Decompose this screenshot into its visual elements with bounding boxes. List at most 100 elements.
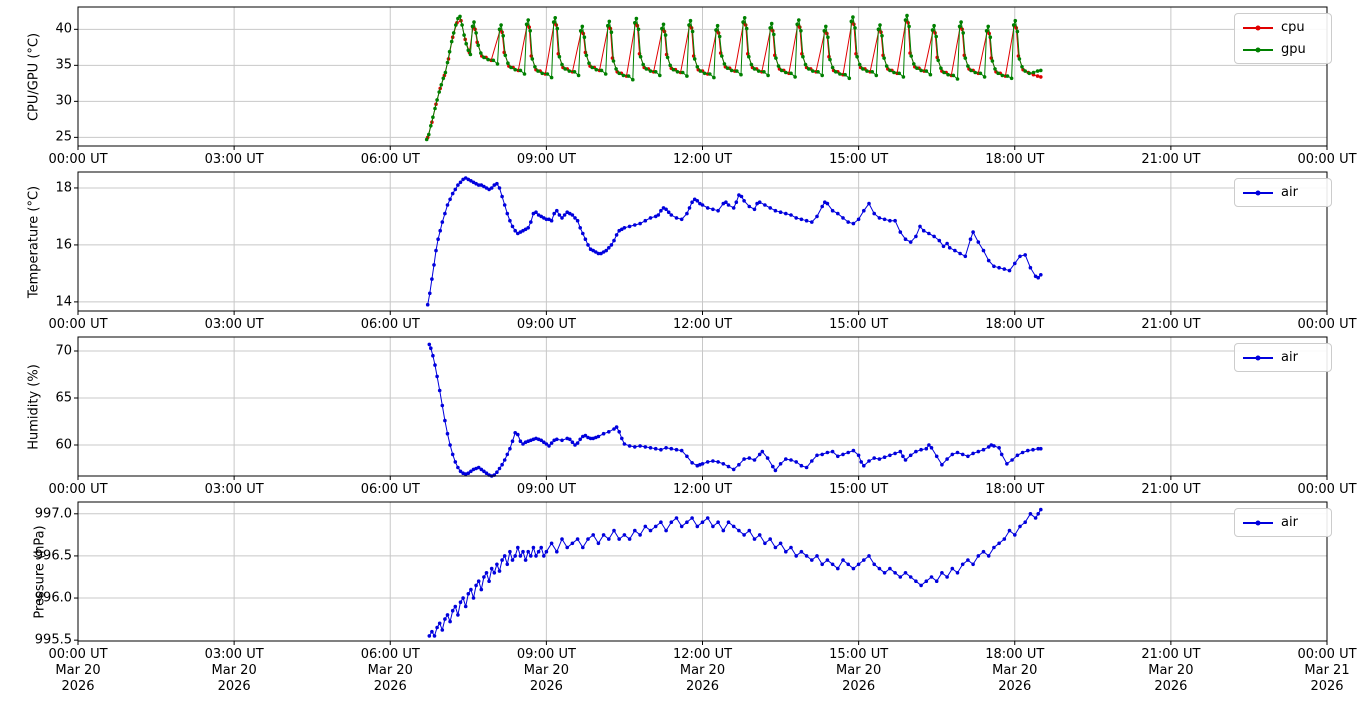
series-gpu-markers <box>424 13 1043 142</box>
data-point <box>903 237 908 241</box>
x-tick-date: Mar 20 <box>211 663 257 678</box>
data-point <box>1028 265 1033 270</box>
legend-label: air <box>1281 185 1298 200</box>
data-point <box>734 200 739 204</box>
data-point <box>565 545 569 550</box>
x-tick-date: Mar 20 <box>523 663 569 678</box>
data-point <box>447 49 452 54</box>
data-point <box>633 21 637 25</box>
data-point <box>773 545 778 550</box>
data-point <box>431 353 435 358</box>
data-point <box>714 28 718 32</box>
data-point <box>695 65 700 69</box>
y-tick-label: 18 <box>55 180 72 196</box>
data-point <box>766 73 770 78</box>
data-point <box>539 214 543 219</box>
x-tick-label: 21:00 UT <box>1141 152 1201 167</box>
data-point <box>934 579 939 583</box>
series-cpu-line <box>427 19 1041 138</box>
data-point <box>1023 69 1027 73</box>
data-point <box>674 216 679 220</box>
data-point <box>513 67 517 72</box>
data-point <box>576 73 581 78</box>
data-point <box>847 76 852 81</box>
data-point <box>644 67 649 71</box>
data-point <box>867 459 871 463</box>
data-point <box>752 537 757 541</box>
data-point <box>526 549 530 554</box>
data-point <box>705 206 710 210</box>
data-point <box>560 438 564 443</box>
data-point <box>815 554 819 558</box>
x-tick-date: Mar 20 <box>836 663 882 678</box>
legend-entry-gpu: gpu <box>1243 40 1321 59</box>
legend: air <box>1234 178 1332 207</box>
x-tick-date: Mar 20 <box>992 663 1038 678</box>
x-tick-label: 00:00 UT <box>48 317 108 332</box>
data-point <box>966 454 970 459</box>
data-point <box>612 427 616 431</box>
legend-marker-dot <box>1255 190 1261 195</box>
data-point <box>636 27 641 32</box>
data-point <box>731 467 736 472</box>
data-point <box>946 72 950 77</box>
data-point <box>934 34 938 39</box>
data-point <box>1020 65 1024 69</box>
data-point <box>539 438 543 443</box>
legend-label: gpu <box>1281 42 1306 57</box>
x-tick-label: 18:00 UT <box>985 482 1045 497</box>
data-point <box>453 187 458 192</box>
data-point <box>888 453 892 458</box>
data-point <box>521 549 525 554</box>
data-point <box>843 72 847 77</box>
data-point <box>443 70 448 75</box>
data-point <box>540 71 544 76</box>
data-point <box>450 191 455 196</box>
data-point <box>855 54 859 59</box>
data-point <box>856 217 861 222</box>
data-point <box>430 629 434 634</box>
data-point <box>720 54 724 58</box>
data-point <box>674 516 679 520</box>
data-point <box>907 24 911 29</box>
legend-entry-air: air <box>1243 183 1321 202</box>
data-point <box>778 541 783 546</box>
data-point <box>549 541 554 546</box>
data-point <box>820 204 824 209</box>
data-point <box>992 264 996 269</box>
data-point <box>752 207 757 212</box>
data-point <box>606 23 610 28</box>
data-point <box>679 524 684 529</box>
data-point <box>882 217 887 222</box>
data-point <box>429 346 433 351</box>
data-point <box>443 211 447 216</box>
data-point <box>711 207 715 212</box>
data-point <box>448 443 452 447</box>
data-point <box>969 68 973 73</box>
x-tick-year: 2026 <box>1310 679 1344 694</box>
data-point <box>1013 18 1018 23</box>
data-point <box>633 528 637 533</box>
data-point <box>509 65 513 70</box>
series-air-line <box>428 344 1041 477</box>
data-point <box>679 448 684 453</box>
data-point <box>804 554 809 558</box>
data-point <box>443 617 447 621</box>
x-tick-year: 2026 <box>685 679 720 694</box>
data-point <box>717 34 722 39</box>
data-point <box>747 528 752 533</box>
data-point <box>508 549 512 554</box>
data-point <box>474 583 478 588</box>
data-point <box>825 201 830 206</box>
data-point <box>469 587 473 592</box>
data-point <box>607 537 611 541</box>
data-point <box>932 234 936 239</box>
data-point <box>599 68 604 73</box>
data-point <box>966 558 970 562</box>
data-point <box>545 72 550 76</box>
data-point <box>440 220 445 224</box>
data-point <box>836 211 840 216</box>
data-point <box>739 194 744 199</box>
data-point <box>789 458 793 462</box>
data-point <box>690 200 694 204</box>
